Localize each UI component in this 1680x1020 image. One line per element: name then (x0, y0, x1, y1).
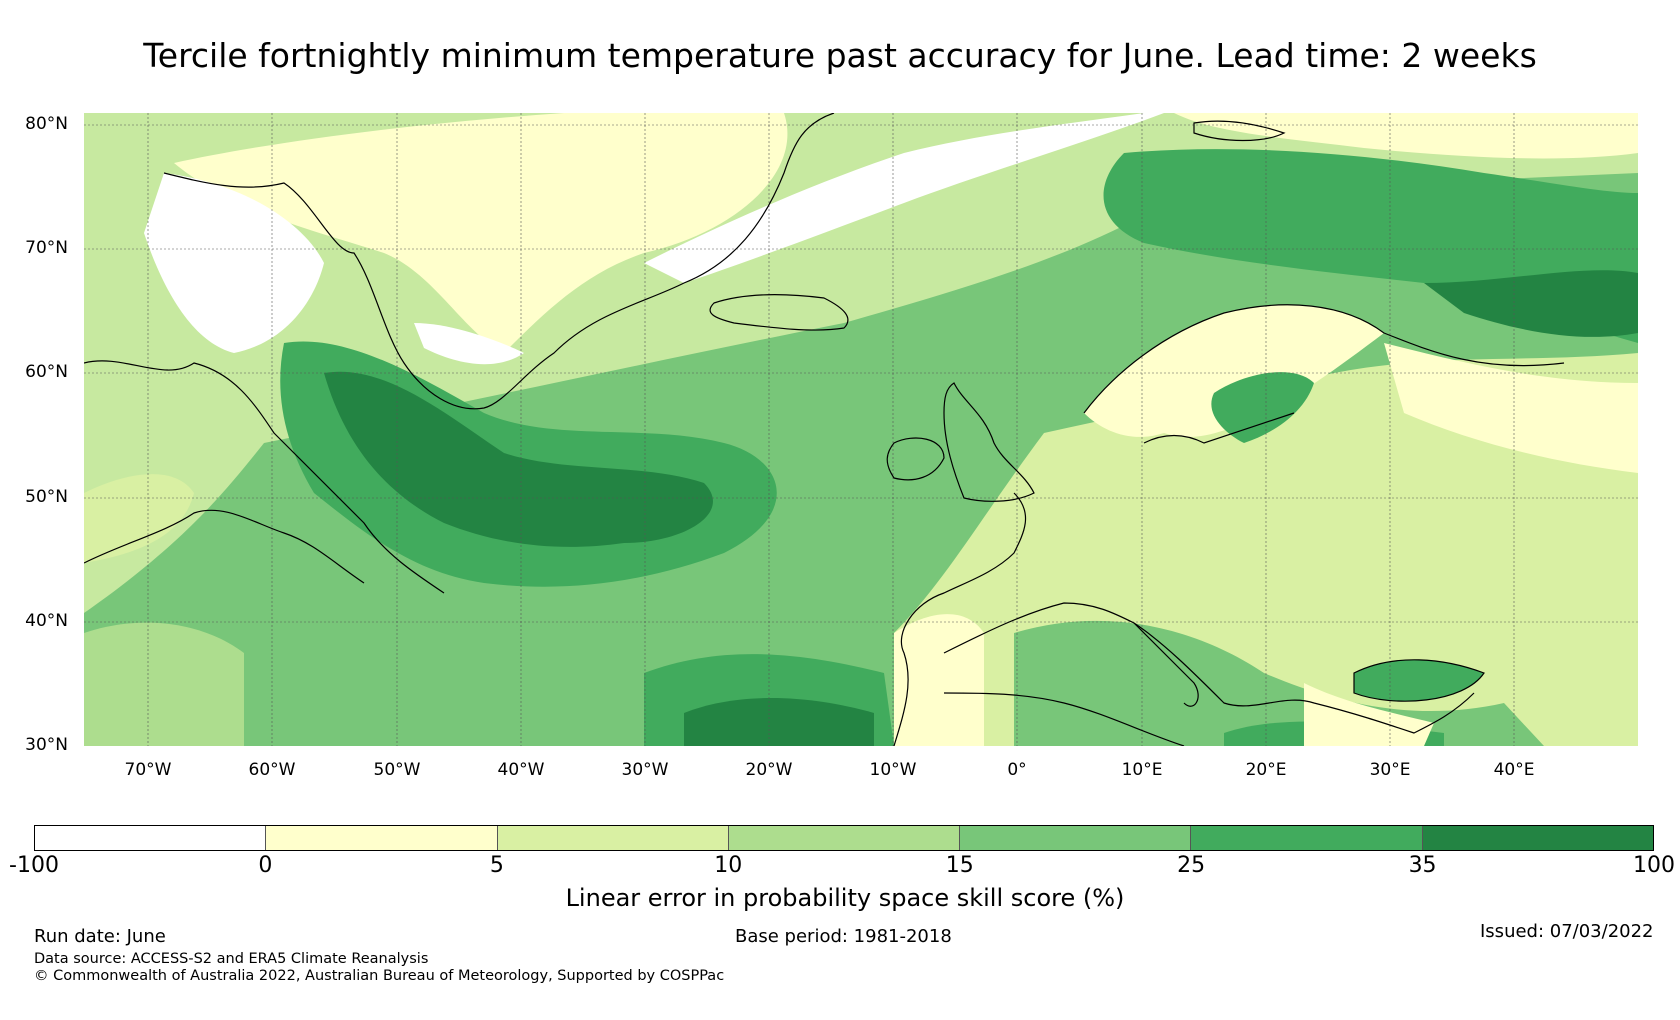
colorbar-tick-label: 100 (1633, 853, 1675, 878)
coastlines (84, 113, 1565, 746)
map-title: Tercile fortnightly minimum temperature … (143, 36, 1537, 75)
lon-label-0: 0° (1007, 760, 1027, 780)
lat-label-70n: 70°N (25, 238, 68, 258)
run-date: Run date: June (34, 926, 166, 947)
issued-date: Issued: 07/03/2022 (1480, 921, 1654, 942)
map-canvas (84, 113, 1638, 746)
colorbar-segment (1421, 826, 1653, 850)
lon-label-30e: 30°E (1369, 760, 1411, 780)
lon-label-10w: 10°W (869, 760, 917, 780)
lat-label-30n: 30°N (25, 735, 68, 755)
lon-label-70w: 70°W (124, 760, 172, 780)
colorbar-segment (265, 826, 497, 850)
skill-score-map (84, 113, 1638, 746)
colorbar (34, 825, 1654, 851)
graticule (84, 113, 1638, 746)
colorbar-segment (959, 826, 1191, 850)
colorbar-tick-label: 10 (714, 853, 743, 878)
colorbar-segment (35, 826, 266, 850)
lon-label-40w: 40°W (497, 760, 545, 780)
skill-field (84, 113, 1638, 746)
lon-label-60w: 60°W (248, 760, 296, 780)
copyright: © Commonwealth of Australia 2022, Austra… (34, 968, 725, 984)
lon-label-50w: 50°W (373, 760, 421, 780)
colorbar-segment (496, 826, 728, 850)
lon-label-10e: 10°E (1121, 760, 1163, 780)
lat-label-60n: 60°N (25, 362, 68, 382)
colorbar-tick-label: -100 (9, 853, 59, 878)
colorbar-tick-label: 35 (1408, 853, 1437, 878)
colorbar-segment (1190, 826, 1422, 850)
base-period: Base period: 1981-2018 (735, 926, 952, 947)
lat-label-40n: 40°N (25, 611, 68, 631)
lon-label-30w: 30°W (621, 760, 669, 780)
lon-label-20w: 20°W (745, 760, 793, 780)
colorbar-tick-label: 25 (1177, 853, 1206, 878)
colorbar-tick-label: 0 (258, 853, 273, 878)
colorbar-segment (727, 826, 960, 850)
data-source: Data source: ACCESS-S2 and ERA5 Climate … (34, 951, 429, 967)
lon-label-20e: 20°E (1245, 760, 1287, 780)
colorbar-tick-label: 15 (945, 853, 974, 878)
lat-label-50n: 50°N (25, 487, 68, 507)
colorbar-tick-label: 5 (489, 853, 504, 878)
colorbar-label: Linear error in probability space skill … (565, 884, 1125, 912)
lat-label-80n: 80°N (25, 114, 68, 134)
lon-label-40e: 40°E (1493, 760, 1535, 780)
